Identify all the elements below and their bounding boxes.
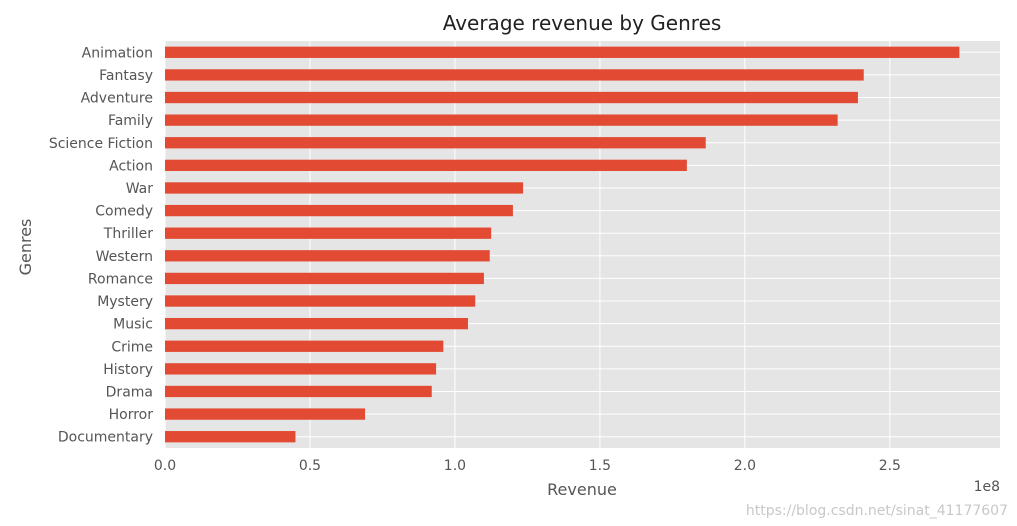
bar-documentary	[165, 431, 296, 443]
y-tick-label: Mystery	[97, 294, 153, 310]
x-tick-label: 2.5	[879, 458, 901, 474]
bar-family	[165, 114, 838, 126]
bar-animation	[165, 46, 960, 58]
y-axis-label: Genres	[16, 219, 35, 276]
bar-mystery	[165, 295, 476, 307]
bar-adventure	[165, 91, 858, 104]
bar-action	[165, 159, 687, 172]
x-tick-label: 1.0	[444, 458, 466, 474]
bars	[165, 46, 960, 443]
x-axis-offset-text: 1e8	[974, 479, 1000, 495]
bar-horror	[165, 408, 366, 420]
bar-drama	[165, 385, 432, 398]
x-axis-label: Revenue	[547, 480, 617, 499]
y-tick-label: Fantasy	[99, 68, 153, 84]
bar-music	[165, 317, 468, 330]
y-tick-label: Crime	[111, 339, 153, 355]
bar-science-fiction	[165, 137, 706, 149]
y-tick-label: Science Fiction	[49, 136, 153, 152]
y-tick-label: Music	[113, 317, 153, 333]
y-tick-label: Thriller	[103, 226, 153, 242]
y-tick-label: Action	[109, 158, 153, 174]
y-tick-label: Adventure	[81, 91, 153, 107]
bar-fantasy	[165, 69, 864, 81]
y-tick-label: Horror	[109, 407, 154, 423]
x-tick-labels: 0.0 0.5 1.0 1.5 2.0 2.5	[154, 458, 901, 474]
bar-comedy	[165, 204, 513, 217]
bar-romance	[165, 272, 484, 285]
y-tick-label: Romance	[88, 271, 153, 287]
y-tick-label: War	[126, 181, 154, 197]
bar-thriller	[165, 227, 492, 239]
x-tick-label: 0.0	[154, 458, 176, 474]
y-tick-label: Drama	[106, 384, 153, 400]
plot-area	[165, 41, 1000, 448]
bar-western	[165, 250, 490, 262]
bar-crime	[165, 340, 444, 352]
y-tick-labels: Animation Fantasy Adventure Family Science F…	[49, 45, 153, 445]
y-tick-label: Documentary	[58, 430, 153, 446]
watermark: https://blog.csdn.net/sinat_41177607	[746, 503, 1008, 519]
y-tick-label: Western	[96, 249, 153, 265]
x-tick-label: 2.0	[734, 458, 756, 474]
y-tick-label: History	[103, 362, 153, 378]
bar-history	[165, 363, 437, 375]
y-tick-label: Animation	[82, 45, 153, 61]
bar-war	[165, 182, 524, 194]
x-tick-label: 0.5	[299, 458, 321, 474]
y-tick-label: Comedy	[95, 204, 153, 220]
chart-title: Average revenue by Genres	[443, 11, 722, 35]
y-tick-label: Family	[108, 113, 153, 129]
x-tick-label: 1.5	[589, 458, 611, 474]
